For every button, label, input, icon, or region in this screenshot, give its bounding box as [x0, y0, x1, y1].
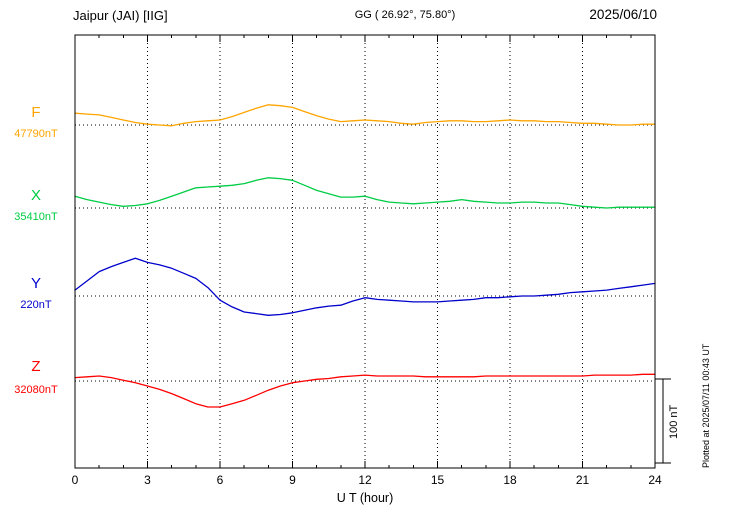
channel-label-z: Z	[31, 358, 41, 375]
x-tick-label: 3	[144, 473, 151, 487]
plot-date: 2025/06/10	[589, 7, 657, 22]
x-tick-label: 12	[358, 473, 372, 487]
baseline-value-z: 32080nT	[14, 384, 58, 396]
x-tick-label: 21	[575, 473, 590, 487]
plotted-at-note: Plotted at 2025/07/11 00:43 UT	[701, 343, 711, 468]
baseline-value-x: 35410nT	[14, 211, 58, 223]
x-tick-label: 24	[648, 473, 662, 487]
channel-label-x: X	[30, 187, 41, 204]
channel-label-y: Y	[30, 275, 41, 292]
station-title: Jaipur (JAI) [IIG]	[73, 8, 168, 23]
geographic-coordinates: GG ( 26.92°, 75.80°)	[354, 9, 456, 21]
baseline-value-f: 47790nT	[14, 128, 58, 140]
baseline-value-y: 220nT	[20, 299, 52, 311]
channel-label-f: F	[31, 104, 41, 121]
x-tick-label: 18	[503, 473, 517, 487]
x-tick-label: 0	[71, 473, 79, 487]
x-tick-label: 6	[216, 473, 224, 487]
x-axis-title: U T (hour)	[336, 491, 394, 505]
x-tick-label: 9	[289, 473, 296, 487]
scale-bar-label: 100 nT	[668, 404, 680, 440]
x-tick-label: 15	[430, 473, 445, 487]
x-axis-tick-labels: 0 3 6 9 12 15 18 21 24	[0, 473, 730, 489]
